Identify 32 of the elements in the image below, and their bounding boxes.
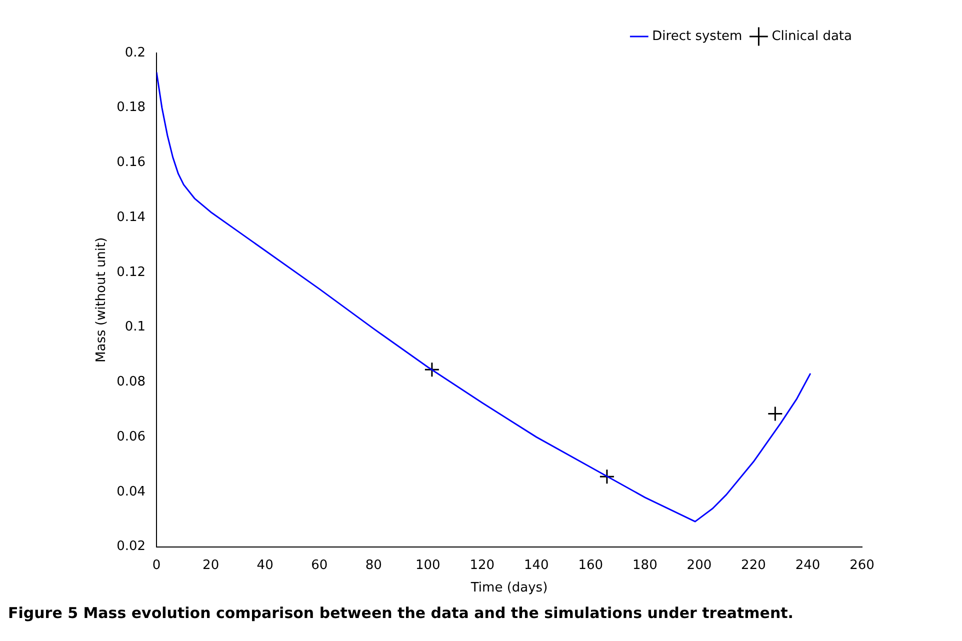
y-tick-label: 0.2	[124, 45, 146, 60]
x-tick-label: 240	[795, 558, 820, 573]
caption: Figure 5 Mass evolution comparison between the data and the simulations under treatment.	[8, 604, 795, 622]
legend-label: Direct system	[652, 28, 742, 44]
x-tick-label: 20	[202, 558, 220, 573]
y-tick-label: 0.14	[116, 210, 146, 225]
x-tick-label: 180	[632, 558, 658, 573]
x-tick-label: 140	[524, 558, 549, 573]
x-tick-label: 220	[741, 558, 766, 573]
y-tick-label: 0.18	[116, 100, 146, 116]
x-tick-label: 60	[311, 558, 328, 573]
legend-label: Clinical data	[772, 28, 852, 44]
y-tick-label: 0.08	[116, 374, 146, 390]
x-tick-label: 160	[578, 558, 604, 573]
y-tick-label: 0.04	[116, 484, 146, 500]
x-tick-label: 40	[256, 558, 274, 573]
point	[767, 406, 783, 422]
point	[599, 468, 615, 484]
y-tick-label: 0.16	[116, 155, 146, 170]
x-tick-label: 260	[850, 558, 874, 573]
x-axis-title: Time (days)	[470, 580, 548, 596]
y-tick-label: 0.12	[116, 264, 146, 280]
y-tick-label: 0.02	[116, 539, 146, 554]
x-tick-label: 80	[365, 558, 382, 573]
x-tick-label: 0	[152, 558, 161, 573]
x-tick-label: 200	[686, 558, 712, 573]
y-tick-label: 0.1	[124, 320, 146, 335]
x-tick-label: 120	[470, 558, 495, 573]
y-tick-label: 0.06	[116, 429, 146, 444]
y-axis-title: Mass (without unit)	[94, 237, 110, 362]
point	[424, 362, 440, 378]
x-tick-label: 100	[415, 558, 440, 573]
